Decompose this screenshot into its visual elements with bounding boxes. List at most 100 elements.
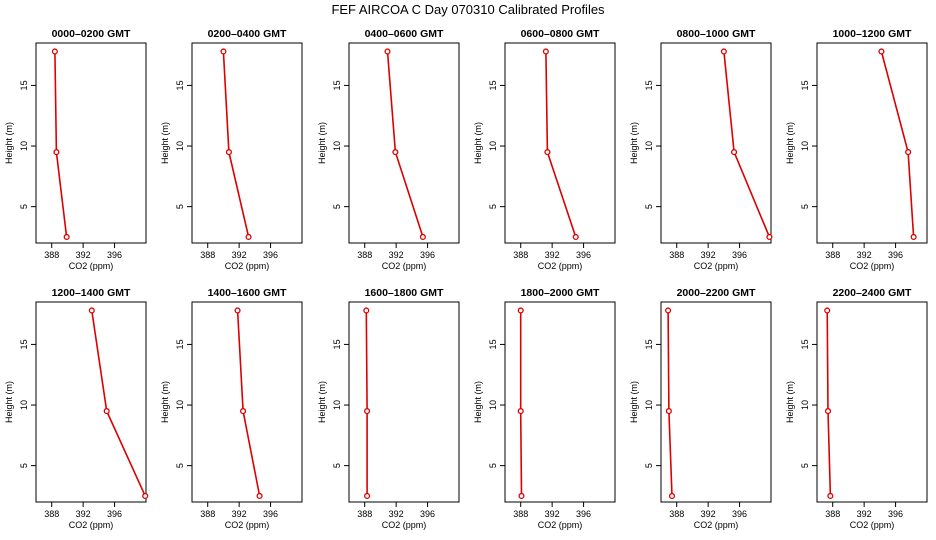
- y-tick-label: 5: [19, 463, 29, 468]
- x-tick-label: 392: [701, 509, 716, 519]
- y-tick-label: 15: [332, 339, 342, 349]
- data-point: [234, 307, 241, 314]
- x-tick-label: 396: [888, 250, 903, 260]
- y-axis-label: Height (m): [473, 381, 483, 423]
- data-point: [824, 408, 832, 415]
- profile-line: [519, 310, 523, 496]
- y-tick-label: 10: [332, 400, 342, 410]
- x-tick-label: 396: [732, 509, 747, 519]
- data-point: [364, 408, 371, 415]
- y-tick-label: 5: [488, 204, 498, 209]
- data-point: [363, 307, 370, 314]
- data-point: [517, 408, 524, 415]
- x-axis-label: CO2 (ppm): [69, 520, 114, 530]
- plot-frame: [191, 42, 303, 244]
- x-tick-label: 388: [825, 509, 840, 519]
- data-point: [824, 307, 831, 314]
- panel-title: 0000–0200 GMT: [52, 28, 131, 40]
- panel-title: 1600–1800 GMT: [365, 287, 444, 299]
- y-tick-label: 15: [488, 339, 498, 349]
- data-point: [542, 48, 549, 55]
- data-point: [668, 492, 676, 499]
- data-point: [827, 492, 834, 499]
- y-tick-label: 10: [488, 400, 498, 410]
- data-point: [240, 408, 247, 415]
- x-tick-label: 396: [888, 509, 903, 519]
- y-tick-label: 5: [488, 463, 498, 468]
- profile-line: [236, 310, 261, 497]
- plot-frame: [816, 301, 928, 503]
- x-axis-label: CO2 (ppm): [538, 520, 583, 530]
- y-tick-label: 5: [332, 463, 342, 468]
- plot-frame: [504, 301, 616, 503]
- profile-line: [91, 310, 146, 497]
- plot-frame: [191, 301, 303, 503]
- panel-title: 2200–2400 GMT: [833, 287, 912, 299]
- y-tick-label: 10: [175, 400, 185, 410]
- y-tick-label: 15: [800, 339, 810, 349]
- y-tick-label: 5: [800, 463, 810, 468]
- plot-frame: [348, 301, 460, 503]
- y-tick-label: 5: [800, 204, 810, 209]
- y-axis-label: Height (m): [4, 122, 14, 164]
- y-tick-label: 15: [175, 339, 185, 349]
- data-point: [88, 307, 95, 314]
- x-tick-label: 396: [107, 250, 122, 260]
- x-tick-label: 392: [545, 509, 560, 519]
- profile-line: [54, 51, 68, 237]
- data-point: [142, 492, 149, 499]
- data-point: [905, 149, 912, 156]
- y-tick-label: 15: [175, 80, 185, 90]
- y-axis-label: Height (m): [160, 122, 170, 164]
- x-tick-label: 392: [545, 250, 560, 260]
- data-point: [384, 48, 391, 55]
- y-axis-label: Height (m): [473, 122, 483, 164]
- data-point: [544, 149, 551, 156]
- data-point: [572, 233, 579, 240]
- plot-frame: [660, 301, 772, 503]
- data-point: [103, 408, 110, 415]
- x-tick-label: 396: [263, 509, 278, 519]
- y-tick-label: 10: [19, 400, 29, 410]
- y-tick-label: 15: [488, 80, 498, 90]
- data-point: [731, 149, 738, 156]
- y-tick-label: 10: [488, 141, 498, 151]
- y-tick-label: 15: [644, 80, 654, 90]
- data-point: [364, 492, 371, 499]
- y-tick-label: 10: [800, 400, 810, 410]
- y-tick-label: 10: [19, 141, 29, 151]
- panel-title: 1200–1400 GMT: [52, 287, 131, 299]
- x-tick-label: 396: [420, 509, 435, 519]
- y-axis-label: Height (m): [4, 381, 14, 423]
- plot-frame: [35, 301, 147, 503]
- x-axis-label: CO2 (ppm): [850, 261, 895, 271]
- data-point: [518, 492, 525, 499]
- x-tick-label: 396: [576, 509, 591, 519]
- figure-title: FEF AIRCOA C Day 070310 Calibrated Profi…: [331, 2, 605, 17]
- y-axis-label: Height (m): [785, 122, 795, 164]
- y-tick-label: 5: [19, 204, 29, 209]
- data-point: [517, 307, 524, 314]
- panel-title: 1400–1600 GMT: [208, 287, 287, 299]
- y-tick-label: 10: [644, 141, 654, 151]
- data-point: [256, 492, 263, 499]
- profile-line: [826, 310, 832, 496]
- data-point: [665, 307, 672, 314]
- x-axis-label: CO2 (ppm): [225, 520, 270, 530]
- x-tick-label: 392: [857, 509, 872, 519]
- y-tick-label: 15: [332, 80, 342, 90]
- x-tick-label: 388: [513, 250, 528, 260]
- data-point: [910, 233, 917, 240]
- x-tick-label: 396: [732, 250, 747, 260]
- data-point: [392, 149, 399, 156]
- plot-frame: [816, 42, 928, 244]
- x-tick-label: 392: [76, 509, 91, 519]
- profile-line: [386, 51, 424, 238]
- data-point: [53, 149, 60, 156]
